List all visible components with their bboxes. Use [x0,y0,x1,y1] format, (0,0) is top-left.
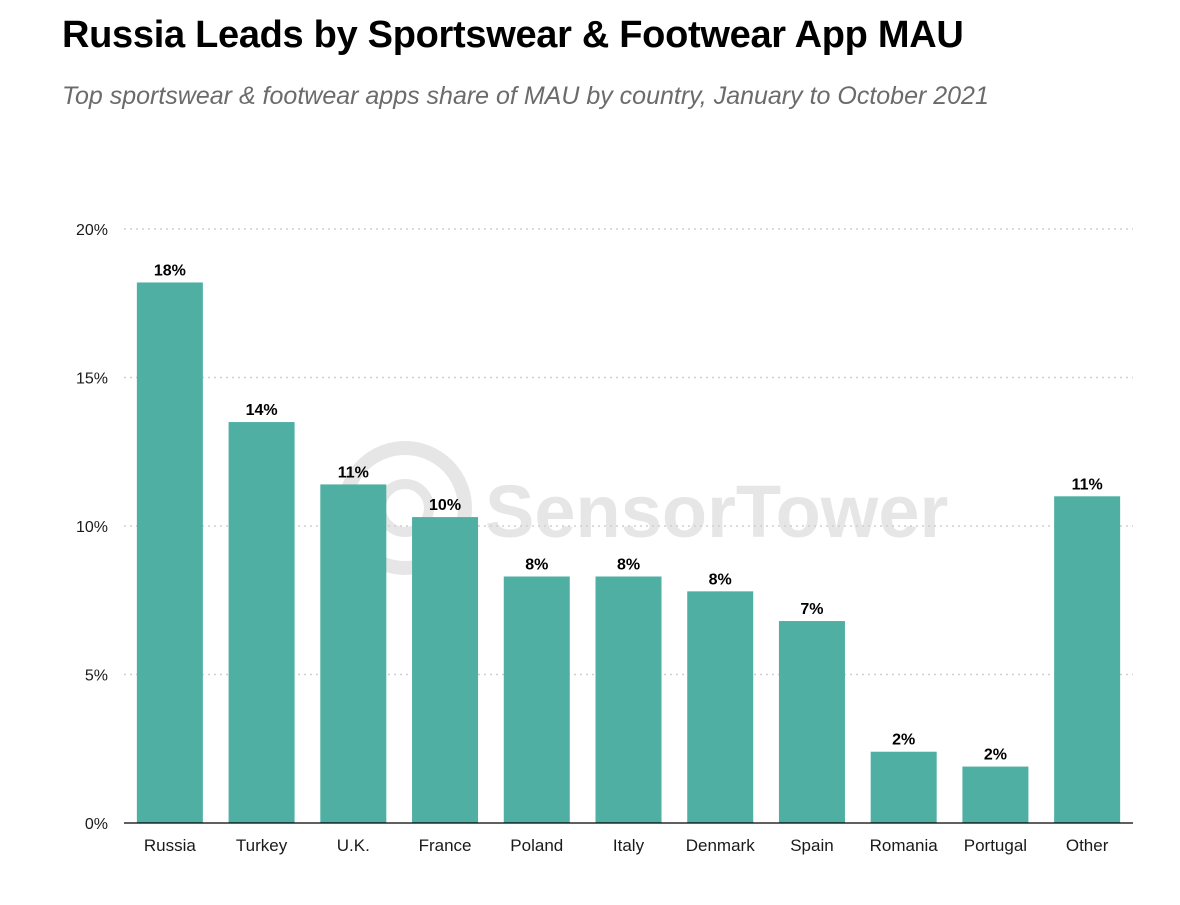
x-tick-label: France [419,836,472,855]
y-axis: 0% 5% 10% 15% 20% [76,222,108,833]
data-label: 11% [338,464,369,481]
bar-spain [778,621,845,823]
y-tick-label: 5% [85,668,108,685]
bars [136,282,1121,824]
data-labels: 18% 14% 11% 10% 8% 8% 8% 7% 2% 2% 11% [154,262,1103,763]
bar-romania [870,751,937,823]
x-tick-label: Russia [144,836,197,855]
chart-subtitle: Top sportswear & footwear apps share of … [62,82,989,110]
data-label: 14% [246,402,278,419]
bar-turkey [228,422,295,823]
bar-italy [595,576,662,823]
data-label: 8% [709,571,732,588]
x-tick-label: Italy [613,836,645,855]
y-tick-label: 10% [76,519,108,536]
x-tick-label: Romania [870,836,939,855]
x-tick-label: U.K. [337,836,370,855]
data-label: 11% [1072,476,1103,493]
x-tick-label: Portugal [964,836,1027,855]
data-label: 7% [800,601,823,618]
bar-portugal [962,766,1029,823]
data-label: 10% [429,497,461,514]
chart-title: Russia Leads by Sportswear & Footwear Ap… [62,14,964,56]
x-tick-label: Turkey [236,836,288,855]
data-label: 2% [984,747,1007,764]
data-label: 18% [154,262,186,279]
x-tick-label: Other [1066,836,1109,855]
watermark: SensorTower [338,441,948,575]
bar-other [1054,496,1121,823]
y-tick-label: 0% [85,816,108,833]
y-tick-label: 20% [76,222,108,239]
bar-poland [503,576,570,823]
bar-denmark [687,591,754,823]
x-tick-label: Denmark [686,836,755,855]
data-label: 8% [525,556,548,573]
x-axis: Russia Turkey U.K. France Poland Italy Denmark… [124,822,1133,855]
data-label: 8% [617,556,640,573]
bar-france [412,517,479,823]
data-label: 2% [892,732,915,749]
x-tick-label: Spain [790,836,833,855]
bar-russia [136,282,203,824]
y-tick-label: 15% [76,371,108,388]
watermark-text: SensorTower [485,470,948,553]
bar-u-k [320,484,387,823]
x-tick-label: Poland [510,836,563,855]
